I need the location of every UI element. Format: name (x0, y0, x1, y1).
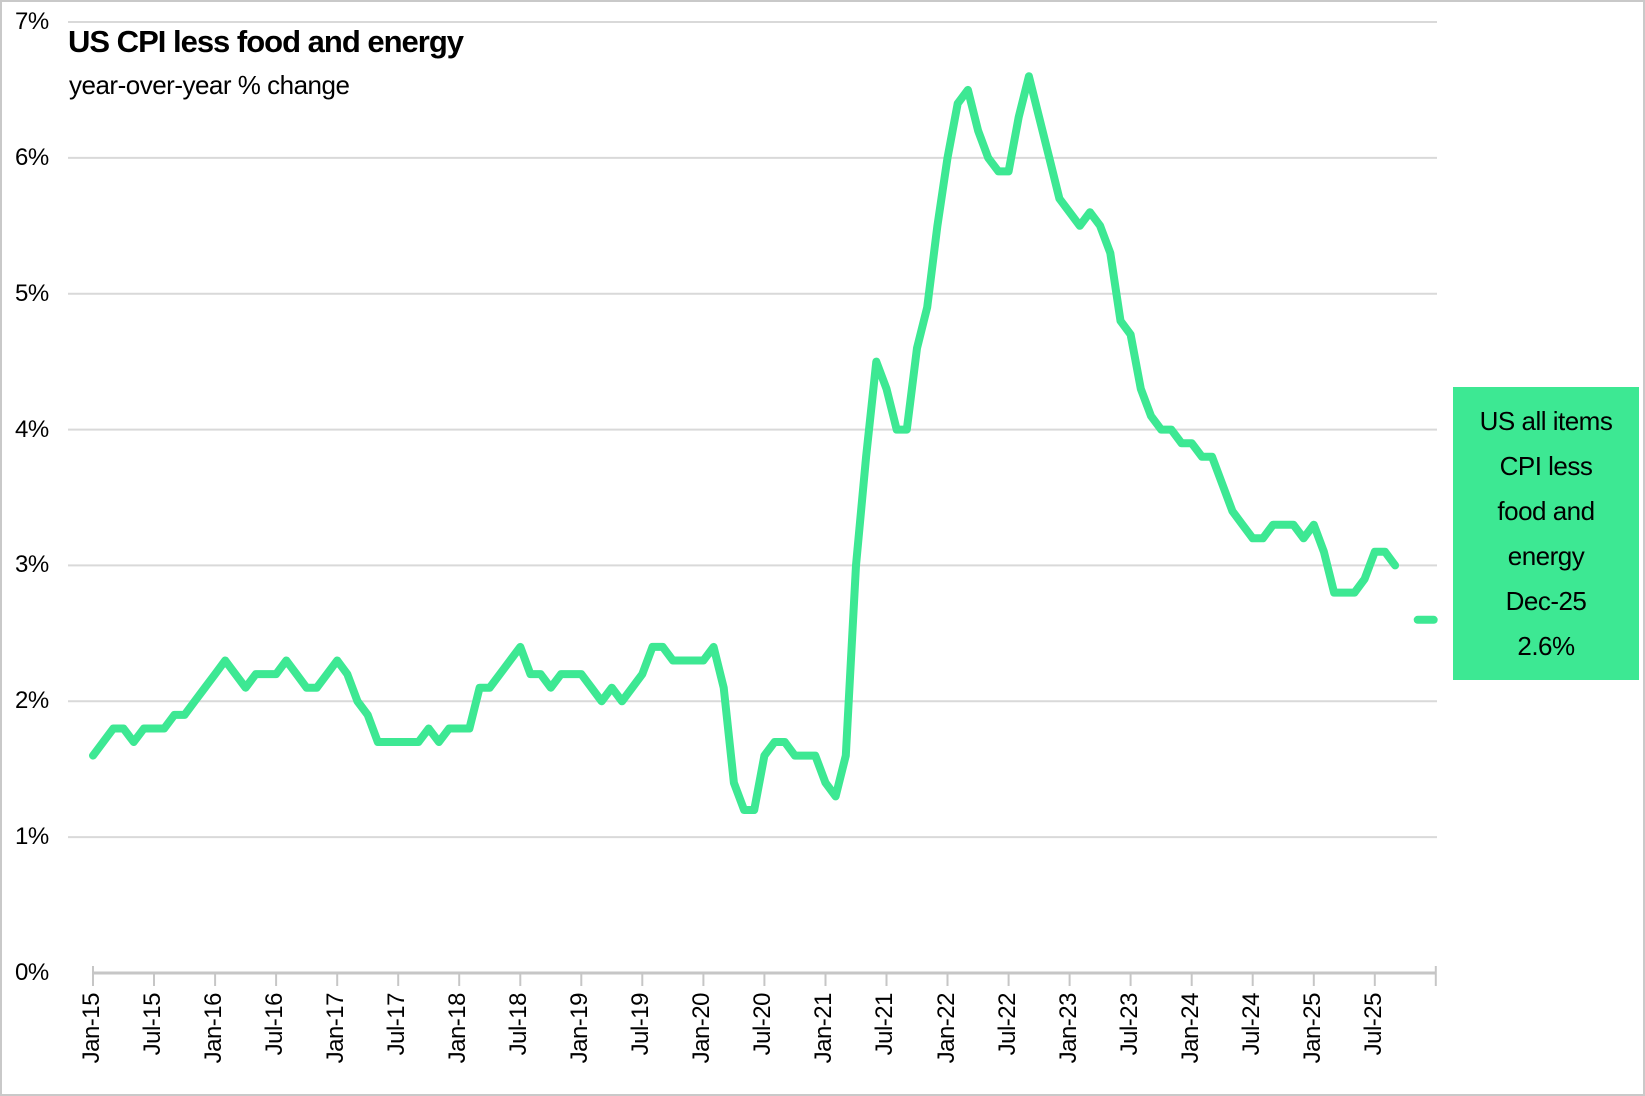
x-tick-label: Jul-23 (1116, 993, 1143, 1056)
x-tick-label: Jan-16 (200, 993, 227, 1064)
y-tick-label: 2% (15, 687, 49, 714)
y-tick-label: 0% (15, 959, 49, 986)
x-tick-label: Jul-17 (383, 993, 410, 1056)
y-tick-label: 6% (15, 144, 49, 171)
x-tick-label: Jan-15 (78, 993, 105, 1064)
x-tick-label: Jul-22 (994, 993, 1021, 1056)
annotation-text-line: 2.6% (1517, 630, 1575, 661)
x-tick-label: Jan-25 (1299, 993, 1326, 1064)
x-tick-label: Jul-18 (505, 993, 532, 1056)
x-tick-label: Jul-25 (1360, 993, 1387, 1056)
x-tick-label: Jul-15 (139, 993, 166, 1056)
y-tick-label: 3% (15, 551, 49, 578)
x-tick-label: Jul-19 (627, 993, 654, 1056)
annotation-text-line: Dec-25 (1505, 585, 1587, 616)
annotation-text-line: US all items (1479, 405, 1613, 436)
x-tick-label: Jan-19 (566, 993, 593, 1064)
annotation-text-line: food and (1497, 495, 1595, 526)
y-tick-label: 1% (15, 823, 49, 850)
annotation-text-line: CPI less (1499, 450, 1593, 481)
x-tick-label: Jan-24 (1177, 993, 1204, 1064)
x-tick-label: Jan-17 (322, 993, 349, 1064)
annotation-text-line: energy (1507, 540, 1585, 571)
x-tick-label: Jan-22 (933, 993, 960, 1064)
x-tick-label: Jan-23 (1055, 993, 1082, 1064)
chart-title: US CPI less food and energy (68, 24, 464, 59)
y-tick-label: 7% (15, 8, 49, 35)
x-tick-label: Jan-18 (444, 993, 471, 1064)
x-tick-label: Jul-16 (261, 993, 288, 1056)
x-tick-label: Jul-24 (1238, 993, 1265, 1056)
chart-subtitle: year-over-year % change (69, 70, 350, 100)
x-tick-label: Jan-20 (688, 993, 715, 1064)
series-annotation-box: US all items CPI less food and energy Dec-25… (1453, 387, 1639, 680)
y-tick-label: 4% (15, 416, 49, 443)
y-tick-label: 5% (15, 280, 49, 307)
x-tick-label: Jul-20 (749, 993, 776, 1056)
cpi-data-line (89, 72, 1400, 814)
x-tick-label: Jan-21 (810, 993, 837, 1064)
x-tick-label: Jul-21 (871, 993, 898, 1056)
